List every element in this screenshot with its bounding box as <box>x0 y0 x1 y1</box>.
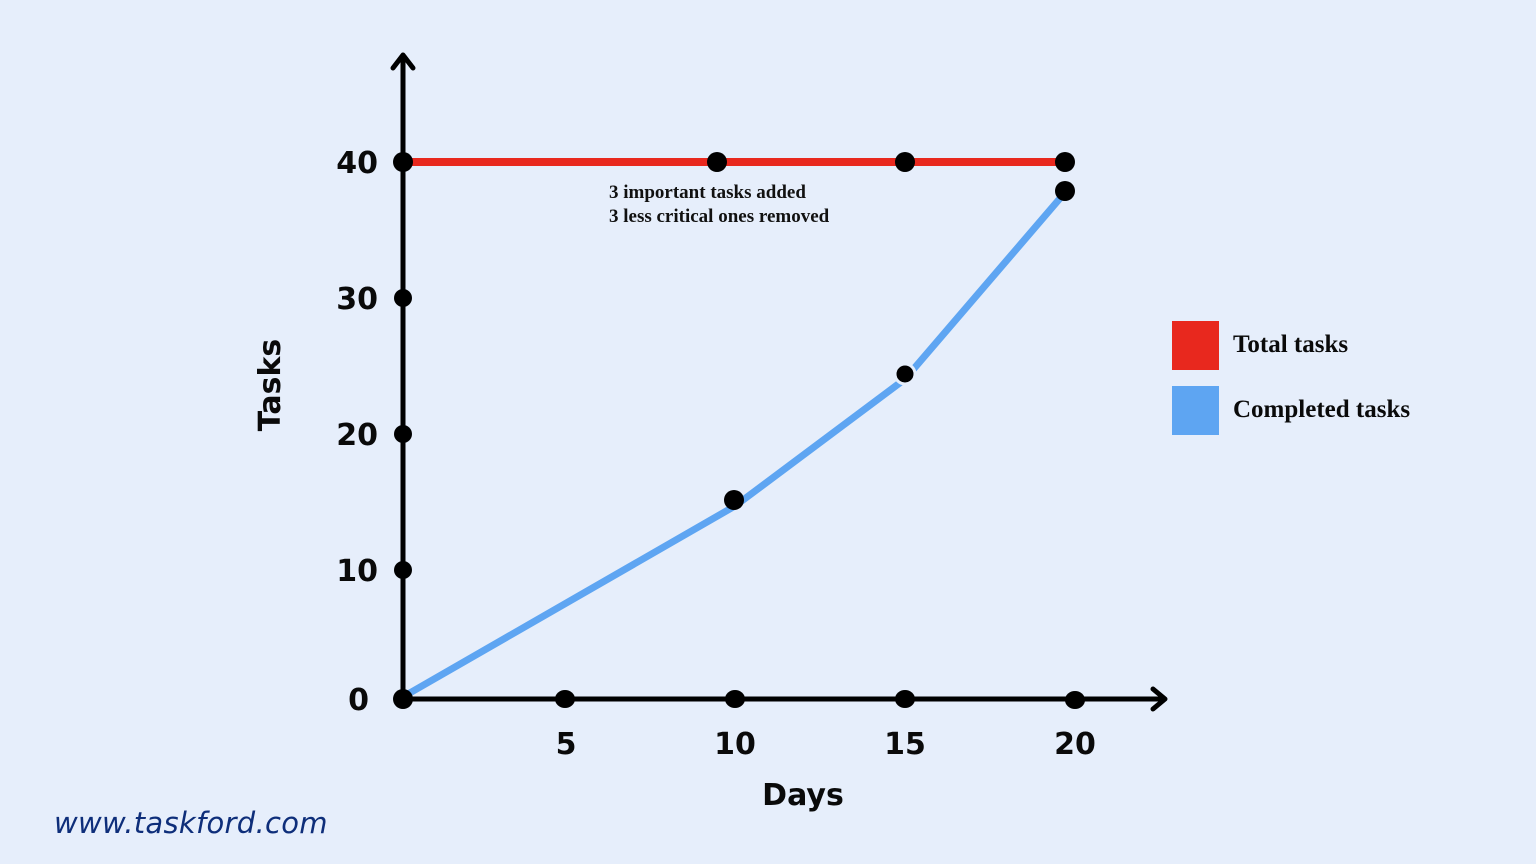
annotation-line-2: 3 less critical ones removed <box>609 206 830 227</box>
y-axis-title: Tasks <box>253 339 288 432</box>
y-axis-ticks <box>393 152 413 709</box>
legend-label: Total tasks <box>1233 331 1349 358</box>
y-axis-arrow-icon <box>390 52 416 71</box>
annotation-line-1: 3 important tasks added <box>609 182 806 203</box>
y-tick-label-40: 40 <box>336 146 378 181</box>
x-axis-ticks <box>555 690 1085 709</box>
x-axis-arrow-icon <box>1150 686 1168 712</box>
legend-swatch-red <box>1172 320 1219 370</box>
y-tick-label-20: 20 <box>336 418 378 453</box>
legend: Total tasks Completed tasks <box>1172 320 1410 450</box>
x-tick-label-10: 10 <box>714 727 756 762</box>
website-watermark: www.taskford.com <box>54 806 328 840</box>
y-tick-label-0: 0 <box>348 683 369 718</box>
legend-item-total-tasks: Total tasks <box>1172 320 1410 370</box>
x-tick-label-15: 15 <box>884 727 926 762</box>
x-tick-label-20: 20 <box>1054 727 1096 762</box>
x-tick-label-5: 5 <box>556 727 577 762</box>
completed-tasks-line <box>406 193 1065 698</box>
completed-tasks-points <box>724 181 1075 510</box>
x-axis-title: Days <box>762 778 844 813</box>
legend-label: Completed tasks <box>1233 396 1411 423</box>
total-tasks-points <box>707 152 1075 172</box>
y-tick-label-10: 10 <box>336 554 378 589</box>
legend-item-completed-tasks: Completed tasks <box>1172 385 1410 435</box>
y-tick-label-30: 30 <box>336 282 378 317</box>
legend-swatch-blue <box>1172 385 1219 435</box>
